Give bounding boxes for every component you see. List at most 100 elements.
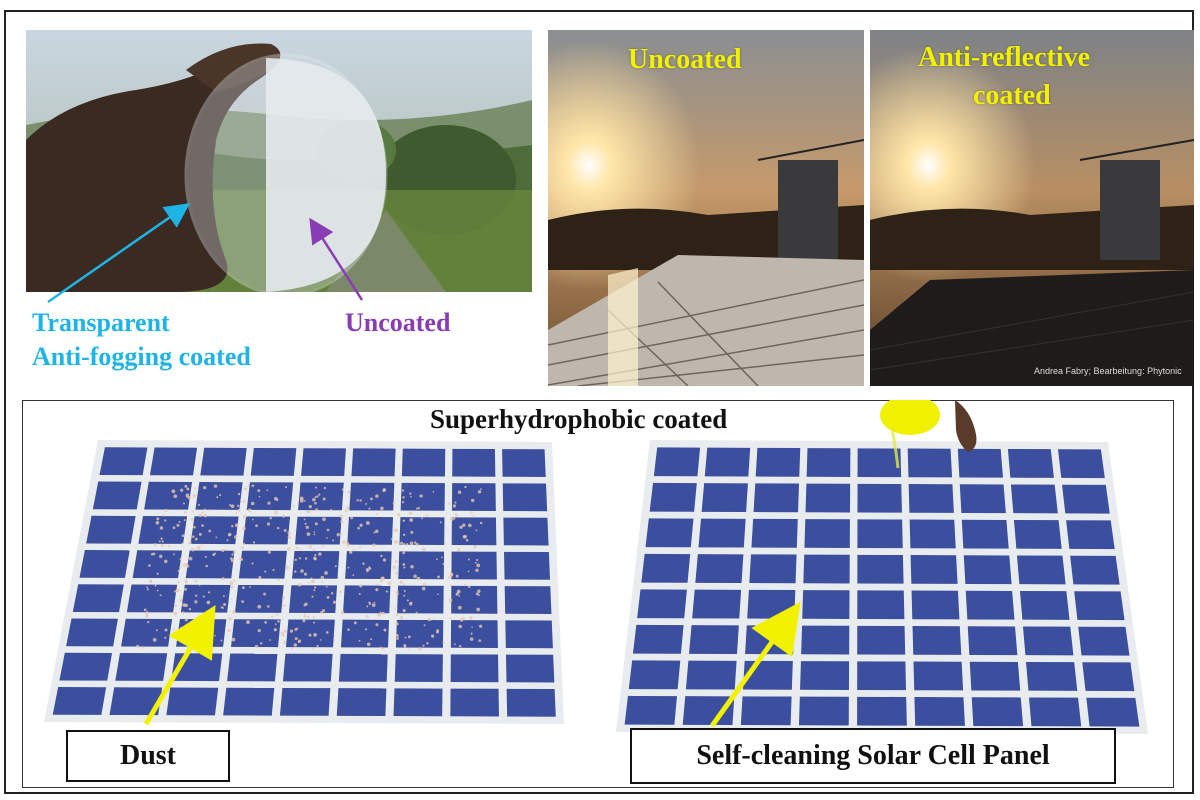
dust-particle <box>251 484 255 488</box>
dust-particle <box>146 588 150 591</box>
solar-cell <box>1070 555 1120 585</box>
dust-particle <box>319 639 322 641</box>
dust-particle <box>394 560 398 563</box>
dust-particle <box>382 558 387 562</box>
solar-cell <box>176 618 227 647</box>
dust-particle <box>372 543 376 547</box>
dust-particle <box>435 558 438 561</box>
dust-particle <box>439 521 442 524</box>
solar-cell <box>506 688 556 717</box>
dust-particle <box>375 494 379 498</box>
dust-particle <box>403 594 406 597</box>
solar-cell <box>345 551 392 580</box>
dust-particle <box>347 628 350 631</box>
dust-particle <box>239 557 243 561</box>
solar-cell <box>910 555 958 584</box>
dust-particle <box>340 611 344 615</box>
dust-particle <box>257 489 261 493</box>
dust-particle <box>457 605 462 610</box>
dust-particle <box>417 507 420 510</box>
solar-cell <box>911 590 960 620</box>
dust-particle <box>407 635 411 639</box>
solar-cell <box>857 696 907 726</box>
solar-cell <box>505 654 555 683</box>
dust-particle <box>303 615 307 618</box>
solar-cell <box>505 620 553 649</box>
solar-cell <box>753 483 800 513</box>
solar-cell <box>1013 519 1062 549</box>
dust-particle <box>289 629 294 633</box>
coated-arrow <box>47 203 191 304</box>
dust-particle <box>231 525 234 528</box>
dust-particle <box>159 526 164 530</box>
dust-particle <box>285 566 290 570</box>
dust-particle <box>342 540 346 544</box>
solar-cell <box>301 448 346 477</box>
solar-cell <box>755 447 801 477</box>
dust-particle <box>188 541 192 545</box>
dust-particle <box>277 620 280 623</box>
dust-particle <box>293 643 298 647</box>
dust-particle <box>180 626 184 631</box>
dust-particle <box>426 642 429 645</box>
dust-particle <box>161 540 164 543</box>
dust-particle <box>470 498 475 503</box>
dust-particle <box>231 586 234 589</box>
dust-particle <box>254 644 259 649</box>
dust-particle <box>276 526 280 530</box>
dust-particle <box>396 637 400 640</box>
solar-cell <box>803 554 850 584</box>
dust-particle <box>465 538 469 542</box>
dust-particle <box>356 499 359 502</box>
dust-particle <box>314 522 318 526</box>
dust-particle <box>228 617 232 621</box>
dust-particle <box>312 616 315 619</box>
dust-particle <box>373 531 376 534</box>
dust-particle <box>181 542 184 545</box>
dust-particle <box>152 637 157 642</box>
dust-particle <box>237 508 241 512</box>
solar-cell <box>1007 448 1054 478</box>
dust-particle <box>404 636 407 639</box>
solar-cell <box>451 551 497 580</box>
dust-particle <box>308 633 312 637</box>
dust-particle <box>387 581 392 585</box>
dust-particle <box>146 586 149 589</box>
dust-particle <box>198 513 202 517</box>
dust-particle <box>149 579 153 583</box>
dust-particle <box>364 628 367 631</box>
dust-particle <box>341 488 345 491</box>
dust-particle <box>273 628 277 632</box>
dust-particle <box>418 647 422 651</box>
dust-particle <box>152 552 156 556</box>
anti-fog-photo <box>26 30 532 292</box>
solar-cell <box>1074 591 1125 621</box>
uncoated-label-left: Uncoated <box>345 308 451 337</box>
dust-particle <box>334 565 337 568</box>
dust-particle <box>147 620 150 624</box>
dust-particle <box>204 555 207 559</box>
dust-particle <box>155 629 158 632</box>
dust-particle <box>202 511 204 514</box>
dust-particle <box>242 526 246 531</box>
solar-cell <box>185 550 235 579</box>
dust-particle <box>359 546 362 549</box>
dust-particle <box>332 539 335 542</box>
dust-particle <box>340 520 344 524</box>
dust-particle <box>189 538 192 541</box>
dust-particle <box>313 533 316 536</box>
dust-particle <box>359 523 363 527</box>
dust-particle <box>160 543 164 547</box>
dust-particle <box>290 647 293 650</box>
dust-particle <box>325 631 329 634</box>
solar-cell <box>857 483 902 513</box>
solar-cell <box>685 660 737 690</box>
dust-particle <box>319 611 324 615</box>
solar-cell <box>628 660 681 690</box>
solar-cell <box>398 551 445 580</box>
dust-particle <box>155 520 160 525</box>
dust-particle <box>375 513 379 516</box>
dust-particle <box>402 519 405 522</box>
dust-particle <box>478 639 482 642</box>
dust-particle <box>381 647 384 650</box>
